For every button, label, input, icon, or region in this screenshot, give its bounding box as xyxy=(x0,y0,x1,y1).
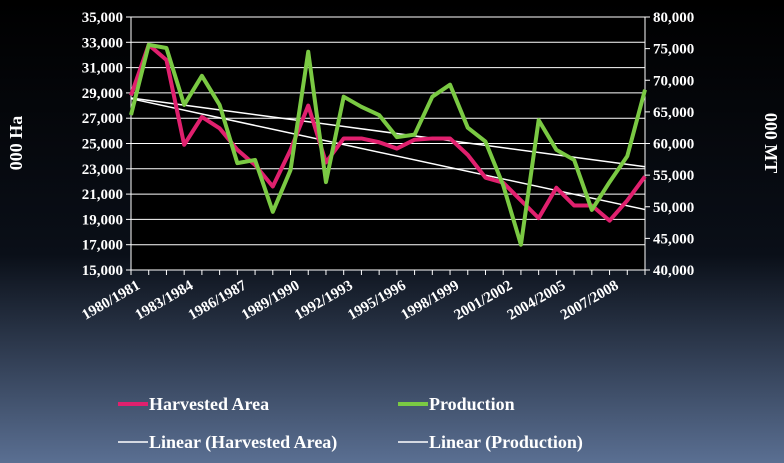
y2-axis-title: 000 MT xyxy=(761,113,781,174)
y-tick-label: 19,000 xyxy=(82,212,123,228)
series-line xyxy=(129,42,647,223)
y2-tick-label: 70,000 xyxy=(653,73,694,89)
y2-tick-label: 50,000 xyxy=(653,200,694,216)
y-tick-label: 21,000 xyxy=(82,187,123,203)
y2-tick-label: 60,000 xyxy=(653,137,694,153)
y-tick-label: 31,000 xyxy=(82,61,123,77)
y2-tick-label: 40,000 xyxy=(653,263,694,279)
y-tick-label: 33,000 xyxy=(82,35,123,51)
y2-tick-label: 55,000 xyxy=(653,168,694,184)
y-tick-label: 35,000 xyxy=(82,10,123,26)
y2-tick-label: 80,000 xyxy=(653,10,694,26)
y-tick-label: 27,000 xyxy=(82,111,123,127)
y-tick-label: 17,000 xyxy=(82,238,123,254)
y-tick-label: 23,000 xyxy=(82,162,123,178)
y-tick-label: 15,000 xyxy=(82,263,123,279)
y-tick-label: 29,000 xyxy=(82,86,123,102)
trendline xyxy=(130,97,646,168)
legend-label: Harvested Area xyxy=(149,394,269,414)
y-axis-title: 000 Ha xyxy=(6,116,26,171)
y2-tick-label: 45,000 xyxy=(653,231,694,247)
y2-tick-label: 75,000 xyxy=(653,42,694,58)
series-line xyxy=(129,42,647,247)
legend-label: Linear (Harvested Area) xyxy=(149,432,337,453)
y2-tick-label: 65,000 xyxy=(653,105,694,121)
y-tick-label: 25,000 xyxy=(82,137,123,153)
legend-label: Linear (Production) xyxy=(429,432,583,453)
legend-label: Production xyxy=(429,394,515,414)
